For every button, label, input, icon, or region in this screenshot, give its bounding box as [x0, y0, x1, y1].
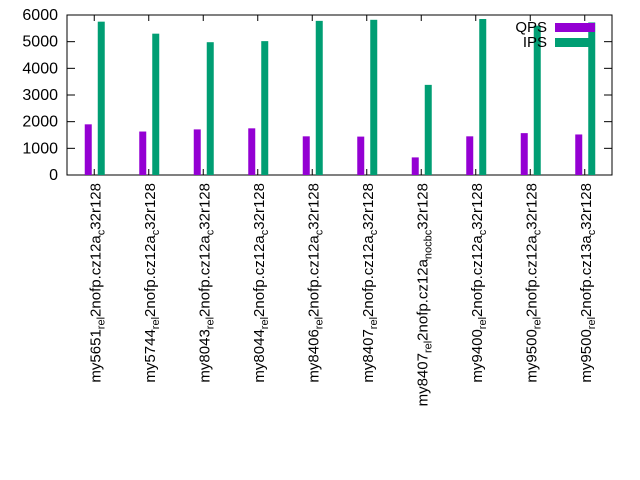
x-tick-label-main: my9500 — [523, 329, 540, 382]
bar-ips — [588, 22, 596, 175]
x-tick-label-sub: c — [477, 229, 489, 235]
x-tick-label-base: 32r128 — [360, 183, 377, 230]
bar-ips — [479, 19, 487, 175]
bar-qps — [411, 157, 419, 175]
bar-ips — [261, 41, 269, 176]
bar-ips — [315, 20, 323, 175]
y-tick-label: 3000 — [22, 87, 58, 104]
x-tick-label-main: my5744 — [142, 329, 159, 382]
x-tick-label-base: 2nofp.cz12a — [469, 235, 486, 317]
x-tick-label-sub: rel — [259, 317, 271, 329]
x-tick-label: my5744rel2nofp.cz12ac32r128 — [142, 183, 162, 383]
y-tick-label: 2000 — [22, 114, 58, 131]
x-tick-label-main: my8407 — [414, 353, 431, 406]
x-tick-label-main: my5651 — [87, 329, 104, 382]
x-tick-label-base: 2nofp.cz13a — [578, 235, 595, 317]
x-tick-label-base: 2nofp.cz12a — [305, 235, 322, 317]
y-tick-label: 0 — [49, 167, 58, 184]
x-tick-label: my9400rel2nofp.cz12ac32r128 — [469, 183, 489, 383]
bar-qps — [248, 128, 256, 175]
x-tick-label-base: 32r128 — [414, 183, 431, 230]
x-tick-label-main: my8043 — [196, 329, 213, 382]
x-tick-label-sub: rel — [586, 317, 598, 329]
x-tick-label-main: my9400 — [469, 329, 486, 382]
x-tick-label: my8407rel2nofp.cz12anocbc32r128 — [414, 183, 434, 406]
x-tick-label: my9500rel2nofp.cz13ac32r128 — [578, 183, 598, 383]
legend-swatch-qps — [555, 23, 595, 32]
x-tick-label-base: 32r128 — [469, 183, 486, 230]
x-tick-label-sub: c — [204, 229, 216, 235]
bars — [84, 19, 596, 176]
legend-label: IPS — [523, 34, 547, 51]
x-tick-label-sub: c — [95, 229, 107, 235]
x-tick-label-sub: rel — [204, 317, 216, 329]
x-tick-label: my8407rel2nofp.cz12ac32r128 — [360, 183, 380, 383]
axes: 0 1000 2000 3000 4000 5000 6000 — [22, 7, 613, 184]
x-tick-label-sub: c — [586, 229, 598, 235]
x-tick-label-base: 32r128 — [578, 183, 595, 230]
x-tick-label-sub: rel — [368, 317, 380, 329]
x-tick-label-sub: nocb — [422, 235, 434, 259]
x-tick-label-base: 2nofp.cz12a — [142, 235, 159, 317]
x-tick-label-sub: rel — [531, 317, 543, 329]
bar-qps — [357, 136, 365, 175]
x-tick-label-sub: c — [259, 229, 271, 235]
bar-ips — [152, 33, 160, 175]
x-tick-label: my8406rel2nofp.cz12ac32r128 — [305, 183, 325, 383]
x-tick-label-base: 32r128 — [251, 183, 268, 230]
x-tick-label-base: 2nofp.cz12a — [414, 258, 431, 340]
x-tick-label-sub: rel — [422, 341, 434, 353]
x-tick-label-main: my8406 — [305, 329, 322, 382]
x-tick-label-sub: c — [150, 229, 162, 235]
x-tick-label-sub: rel — [95, 317, 107, 329]
x-tick-label-sub: c — [368, 229, 380, 235]
x-tick-label-main: my9500 — [578, 329, 595, 382]
x-tick-label-sub: rel — [313, 317, 325, 329]
x-tick-label-base: 32r128 — [523, 183, 540, 230]
x-tick-labels: my5651rel2nofp.cz12ac32r128my5744rel2nof… — [87, 183, 598, 406]
x-tick-label-base: 32r128 — [142, 183, 159, 230]
bar-ips — [370, 19, 378, 175]
bar-qps — [466, 136, 474, 175]
x-tick-label: my8044rel2nofp.cz12ac32r128 — [251, 183, 271, 383]
bar-qps — [575, 134, 583, 175]
bar-qps — [302, 136, 310, 175]
x-tick-label-base: 2nofp.cz12a — [360, 235, 377, 317]
x-tick-label-base: 32r128 — [87, 183, 104, 230]
y-tick-label: 1000 — [22, 140, 58, 157]
legend-label: QPS — [515, 19, 547, 36]
x-tick-label-sub: c — [531, 229, 543, 235]
y-tick-label: 5000 — [22, 34, 58, 51]
bar-qps — [520, 133, 528, 175]
y-tick-label: 6000 — [22, 7, 58, 24]
x-tick-label: my5651rel2nofp.cz12ac32r128 — [87, 183, 107, 383]
x-tick-label: my8043rel2nofp.cz12ac32r128 — [196, 183, 216, 383]
x-tick-label-main: my8407 — [360, 329, 377, 382]
bar-ips — [206, 42, 214, 176]
x-tick-label-base: 32r128 — [305, 183, 322, 230]
y-tick-label: 4000 — [22, 60, 58, 77]
x-tick-label-base: 2nofp.cz12a — [523, 235, 540, 317]
legend-swatch-ips — [555, 38, 595, 47]
bar-qps — [139, 131, 147, 175]
x-tick-label-sub: c — [313, 229, 325, 235]
x-tick-label-base: 32r128 — [196, 183, 213, 230]
x-tick-label: my9500rel2nofp.cz12ac32r128 — [523, 183, 543, 383]
bar-ips — [97, 21, 105, 175]
x-tick-label-base: 2nofp.cz12a — [196, 235, 213, 317]
x-tick-label-main: my8044 — [251, 329, 268, 382]
x-tick-label-base: 2nofp.cz12a — [87, 235, 104, 317]
x-tick-label-sub: rel — [477, 317, 489, 329]
x-tick-label-sub: rel — [150, 317, 162, 329]
bar-ips — [424, 84, 432, 175]
bar-qps — [84, 124, 92, 175]
bar-qps — [193, 129, 201, 175]
x-tick-label-base: 2nofp.cz12a — [251, 235, 268, 317]
bar-ips — [533, 25, 541, 175]
x-tick-label-sub: c — [422, 229, 434, 235]
